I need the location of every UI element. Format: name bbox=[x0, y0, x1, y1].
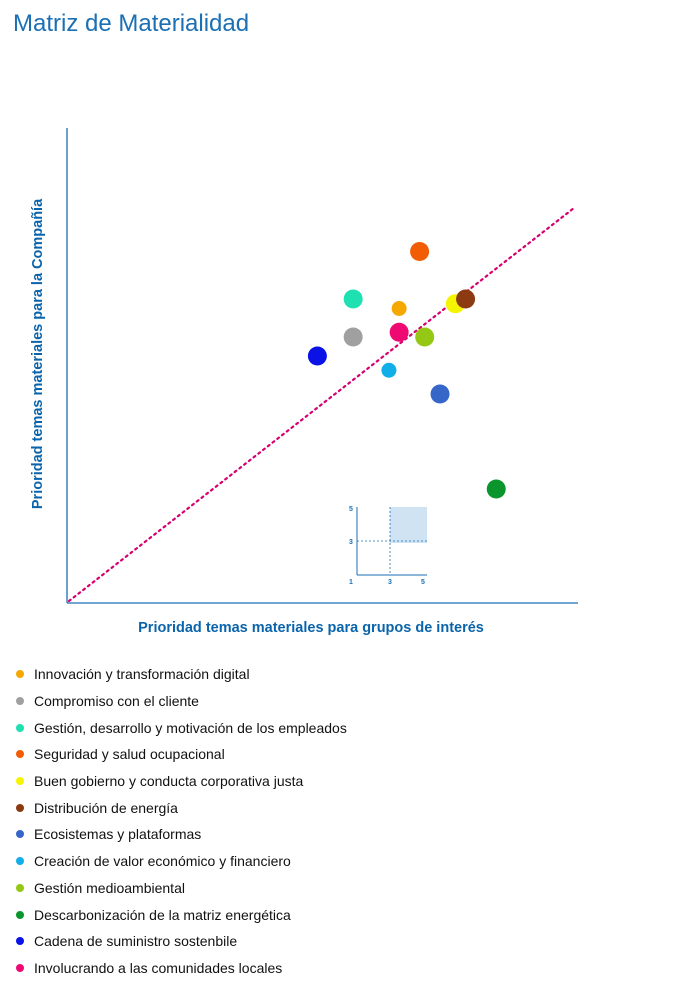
inset-x-tick-label: 3 bbox=[388, 579, 392, 586]
legend-item: Ecosistemas y plataformas bbox=[16, 821, 347, 848]
point-descarbonizacion-de-la-matriz-energetica bbox=[486, 479, 506, 499]
point-seguridad-y-salud-ocupacional bbox=[410, 242, 430, 261]
legend-color-dot bbox=[16, 697, 24, 706]
legend-label: Descarbonización de la matriz energética bbox=[34, 906, 291, 923]
legend-item: Compromiso con el cliente bbox=[16, 688, 347, 715]
legend-label: Distribución de energía bbox=[34, 799, 178, 816]
legend-label: Innovación y transformación digital bbox=[34, 666, 250, 683]
point-gestion-desarrollo-y-motivacion-de-los-empleados bbox=[343, 289, 363, 309]
chart-axes bbox=[66, 128, 578, 604]
legend-label: Gestión medioambiental bbox=[34, 879, 185, 896]
point-compromiso-con-el-cliente bbox=[343, 327, 363, 347]
legend-color-dot bbox=[16, 937, 24, 946]
diagonal-reference-line bbox=[67, 206, 576, 603]
legend-label: Compromiso con el cliente bbox=[34, 693, 199, 710]
legend-label: Involucrando a las comunidades locales bbox=[34, 959, 283, 976]
data-points bbox=[307, 242, 506, 499]
legend-color-dot bbox=[16, 777, 24, 786]
legend-label: Gestión, desarrollo y motivación de los … bbox=[34, 719, 347, 736]
point-involucrando-a-las-comunidades-locales bbox=[389, 322, 409, 342]
point-gestion-medioambiental bbox=[415, 327, 435, 347]
inset-y-tick-label: 3 bbox=[349, 539, 353, 546]
inset-x-tick-label: 5 bbox=[421, 579, 425, 586]
x-axis-label: Prioridad temas materiales para grupos d… bbox=[138, 620, 484, 636]
legend-color-dot bbox=[16, 963, 24, 972]
legend-color-dot bbox=[16, 723, 24, 732]
page-title: Matriz de Materialidad bbox=[13, 10, 250, 37]
legend-label: Creación de valor económico y financiero bbox=[34, 853, 291, 870]
point-creacion-de-valor-economico-y-financiero bbox=[381, 362, 397, 378]
legend-label: Seguridad y salud ocupacional bbox=[34, 746, 225, 763]
legend-label: Buen gobierno y conducta corporativa jus… bbox=[34, 773, 304, 790]
legend-label: Cadena de suministro sostenbile bbox=[34, 933, 238, 950]
legend-color-dot bbox=[16, 803, 24, 812]
legend-item: Innovación y transformación digital bbox=[16, 661, 347, 688]
legend-item: Involucrando a las comunidades locales bbox=[16, 955, 347, 982]
legend-item: Cadena de suministro sostenbile bbox=[16, 928, 347, 955]
legend-item: Gestión, desarrollo y motivación de los … bbox=[16, 714, 347, 741]
legend-label: Ecosistemas y plataformas bbox=[34, 826, 202, 843]
legend-item: Seguridad y salud ocupacional bbox=[16, 741, 347, 768]
inset-y-tick-label: 5 bbox=[349, 506, 353, 513]
materiality-chart: 1 3 5 3 5 Prioridad temas materiales para gr… bbox=[30, 128, 578, 636]
inset-quadrant-chart: 1 3 5 3 5 bbox=[349, 506, 427, 586]
legend-color-dot bbox=[16, 883, 24, 892]
point-innovacion-y-transformacion-digital bbox=[391, 301, 407, 316]
point-cadena-de-suministro-sostenbile bbox=[307, 346, 327, 366]
legend-color-dot bbox=[16, 750, 24, 759]
y-axis-label: Prioridad temas materiales para la Compa… bbox=[30, 198, 46, 509]
legend-color-dot bbox=[16, 910, 24, 919]
point-ecosistemas-y-plataformas bbox=[430, 384, 450, 404]
chart-legend: Innovación y transformación digital Compr… bbox=[16, 661, 347, 981]
legend-item: Gestión medioambiental bbox=[16, 875, 347, 902]
inset-x-tick-label: 1 bbox=[349, 579, 353, 586]
inset-highlight-quadrant bbox=[390, 507, 427, 543]
legend-color-dot bbox=[16, 857, 24, 866]
legend-color-dot bbox=[16, 830, 24, 839]
legend-item: Buen gobierno y conducta corporativa jus… bbox=[16, 768, 347, 795]
legend-item: Descarbonización de la matriz energética bbox=[16, 901, 347, 928]
point-distribucion-de-energia bbox=[456, 289, 476, 309]
legend-color-dot bbox=[16, 670, 24, 679]
legend-item: Distribución de energía bbox=[16, 794, 347, 821]
legend-item: Creación de valor económico y financiero bbox=[16, 848, 347, 875]
